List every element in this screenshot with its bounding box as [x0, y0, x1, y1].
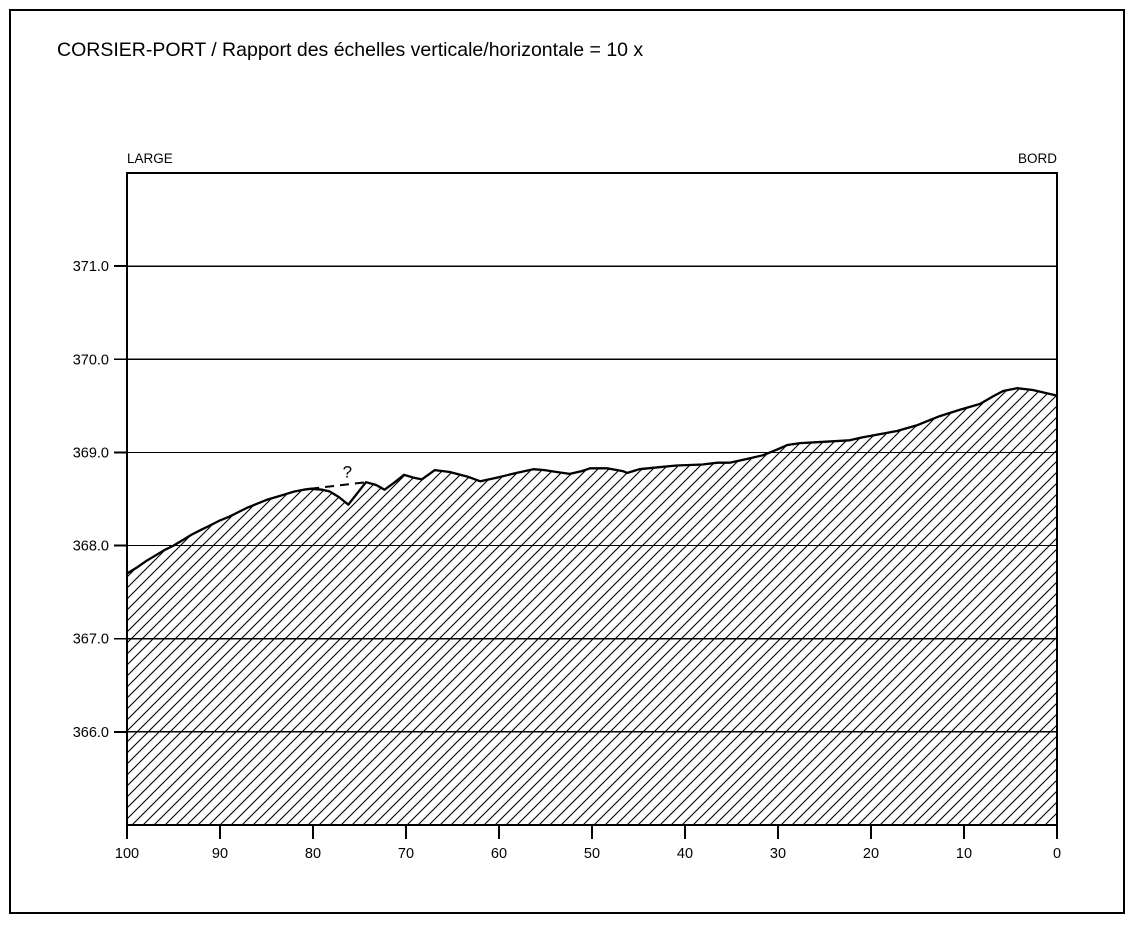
y-tick-label: 366.0 [73, 725, 109, 741]
y-axis-group: 371.0 370.0 369.0 368.0 367.0 366.0 [73, 259, 127, 741]
chart-title: CORSIER-PORT / Rapport des échelles vert… [57, 39, 643, 61]
x-tick-label: 30 [770, 846, 786, 862]
right-axis-caption: BORD [1018, 151, 1057, 166]
plot-border [126, 172, 1058, 826]
left-axis-caption: LARGE [127, 151, 173, 166]
y-tick-label: 370.0 [73, 352, 109, 368]
x-tick-label: 40 [677, 846, 693, 862]
uncertain-dashed-line [310, 481, 367, 490]
annotation-group: ? [310, 463, 367, 490]
question-mark-annotation: ? [343, 463, 352, 482]
x-tick-label: 70 [398, 846, 414, 862]
y-tick-label: 368.0 [73, 539, 109, 555]
y-tick-label: 369.0 [73, 445, 109, 461]
x-tick-label: 100 [115, 846, 139, 862]
y-tick-label: 367.0 [73, 632, 109, 648]
gridlines-group [127, 265, 1057, 733]
x-tick-label: 90 [212, 846, 228, 862]
terrain-profile-line [125, 387, 1059, 575]
terrain-fill-group [127, 388, 1057, 825]
x-axis-group: 100 90 80 70 60 50 40 30 20 10 0 [115, 825, 1061, 862]
x-tick-label: 20 [863, 846, 879, 862]
y-tick-label: 371.0 [73, 259, 109, 275]
profile-group [125, 387, 1059, 575]
x-tick-label: 80 [305, 846, 321, 862]
x-tick-label: 0 [1053, 846, 1061, 862]
x-tick-label: 60 [491, 846, 507, 862]
terrain-hatch-fill [127, 388, 1057, 825]
x-tick-label: 10 [956, 846, 972, 862]
page-border [9, 9, 1125, 914]
x-tick-label: 50 [584, 846, 600, 862]
